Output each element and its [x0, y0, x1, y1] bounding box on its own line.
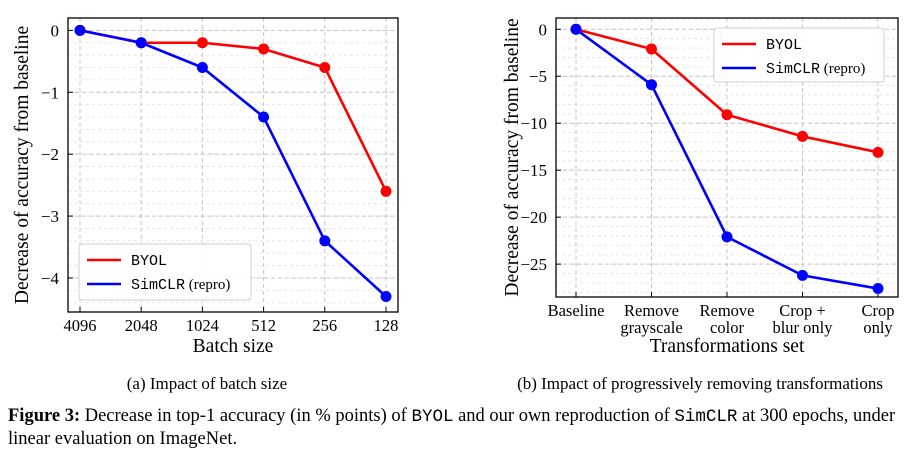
y-tick-label: −3: [41, 207, 59, 226]
caption-part-1: BYOL: [411, 407, 454, 427]
data-point-simclr: [797, 269, 808, 281]
legend-label: BYOL: [766, 37, 802, 54]
caption-part-3: SimCLR: [674, 407, 738, 427]
data-point-simclr: [570, 23, 582, 35]
y-axis-label: Decrease of accuracy from baseline: [502, 18, 523, 296]
legend-box: [78, 243, 252, 301]
y-tick-label: −5: [529, 67, 547, 86]
y-tick-label: −2: [41, 145, 59, 164]
x-tick-label: 256: [312, 316, 337, 335]
data-point-simclr: [380, 291, 392, 303]
x-tick-label: Remove grayscale: [620, 301, 682, 337]
y-tick-label: −15: [520, 161, 547, 180]
data-point-byol: [721, 109, 733, 121]
x-tick-label: Remove color: [700, 301, 755, 337]
x-tick-label: 2048: [125, 316, 158, 335]
series-line-simclr: [79, 29, 387, 298]
x-tick-label: 1024: [186, 316, 219, 335]
y-tick-label: −25: [520, 255, 547, 274]
y-tick-label: −4: [41, 269, 60, 288]
x-axis-label: Transformations set: [650, 336, 805, 357]
x-tick-label: Baseline: [548, 301, 605, 320]
y-tick-label: 0: [539, 20, 548, 39]
chart-0: 0 −1 −2 −3 −4 4096 2048 1024 512 256 128 Batch size…: [12, 17, 399, 393]
axes-frame: [555, 17, 899, 298]
x-tick-label: Crop only: [862, 301, 895, 337]
figure-caption: Figure 3: Decrease in top-1 accuracy (in…: [8, 405, 908, 450]
data-point-byol: [196, 37, 208, 49]
data-point-byol: [797, 130, 808, 142]
series-line-byol: [79, 29, 388, 192]
x-axis-label: Batch size: [193, 336, 274, 357]
y-tick-label: −20: [520, 208, 547, 227]
legend-label: SimCLR (repro): [131, 277, 230, 294]
data-point-byol: [380, 185, 392, 197]
data-point-simclr: [721, 231, 733, 243]
legend-label: SimCLR (repro): [766, 61, 865, 78]
data-point-byol: [872, 146, 884, 158]
data-point-simclr: [646, 79, 657, 91]
data-point-simclr: [196, 62, 208, 74]
y-axis-label: Decrease of accuracy from baseline: [12, 26, 33, 304]
sub-caption: (b) Impact of progressively removing tra…: [517, 374, 883, 393]
legend-label: BYOL: [131, 253, 167, 270]
axes-frame: [67, 17, 399, 313]
caption-part-4: at 300 epochs, under linear evaluation o…: [8, 406, 896, 449]
data-point-byol: [319, 62, 331, 74]
data-point-simclr: [74, 24, 86, 36]
x-tick-label: 512: [251, 316, 276, 335]
x-tick-label: 128: [374, 316, 399, 335]
caption-part-0: Decrease in top-1 accuracy (in % points)…: [80, 406, 412, 426]
data-point-byol: [258, 43, 270, 55]
x-tick-label: Crop + blur only: [772, 301, 833, 337]
y-tick-label: 0: [51, 21, 60, 40]
data-point-simclr: [135, 37, 147, 49]
data-point-simclr: [872, 283, 884, 295]
figure-number: Figure 3:: [8, 406, 81, 426]
x-tick-label: 4096: [64, 316, 97, 335]
chart-1: 0 −5 −10 −15 −20 −25 Baseline Remove grayscale Re…: [502, 17, 899, 393]
legend-box: [713, 27, 885, 83]
data-point-simclr: [319, 235, 331, 247]
caption-part-2: and our own reproduction of: [453, 406, 675, 426]
sub-caption: (a) Impact of batch size: [127, 374, 287, 393]
legend: BYOL SimCLR (repro): [713, 27, 885, 83]
y-tick-label: −10: [520, 114, 547, 133]
y-tick-label: −1: [41, 83, 59, 102]
legend: BYOL SimCLR (repro): [78, 243, 252, 301]
data-point-simclr: [258, 111, 270, 123]
data-point-byol: [646, 43, 657, 55]
